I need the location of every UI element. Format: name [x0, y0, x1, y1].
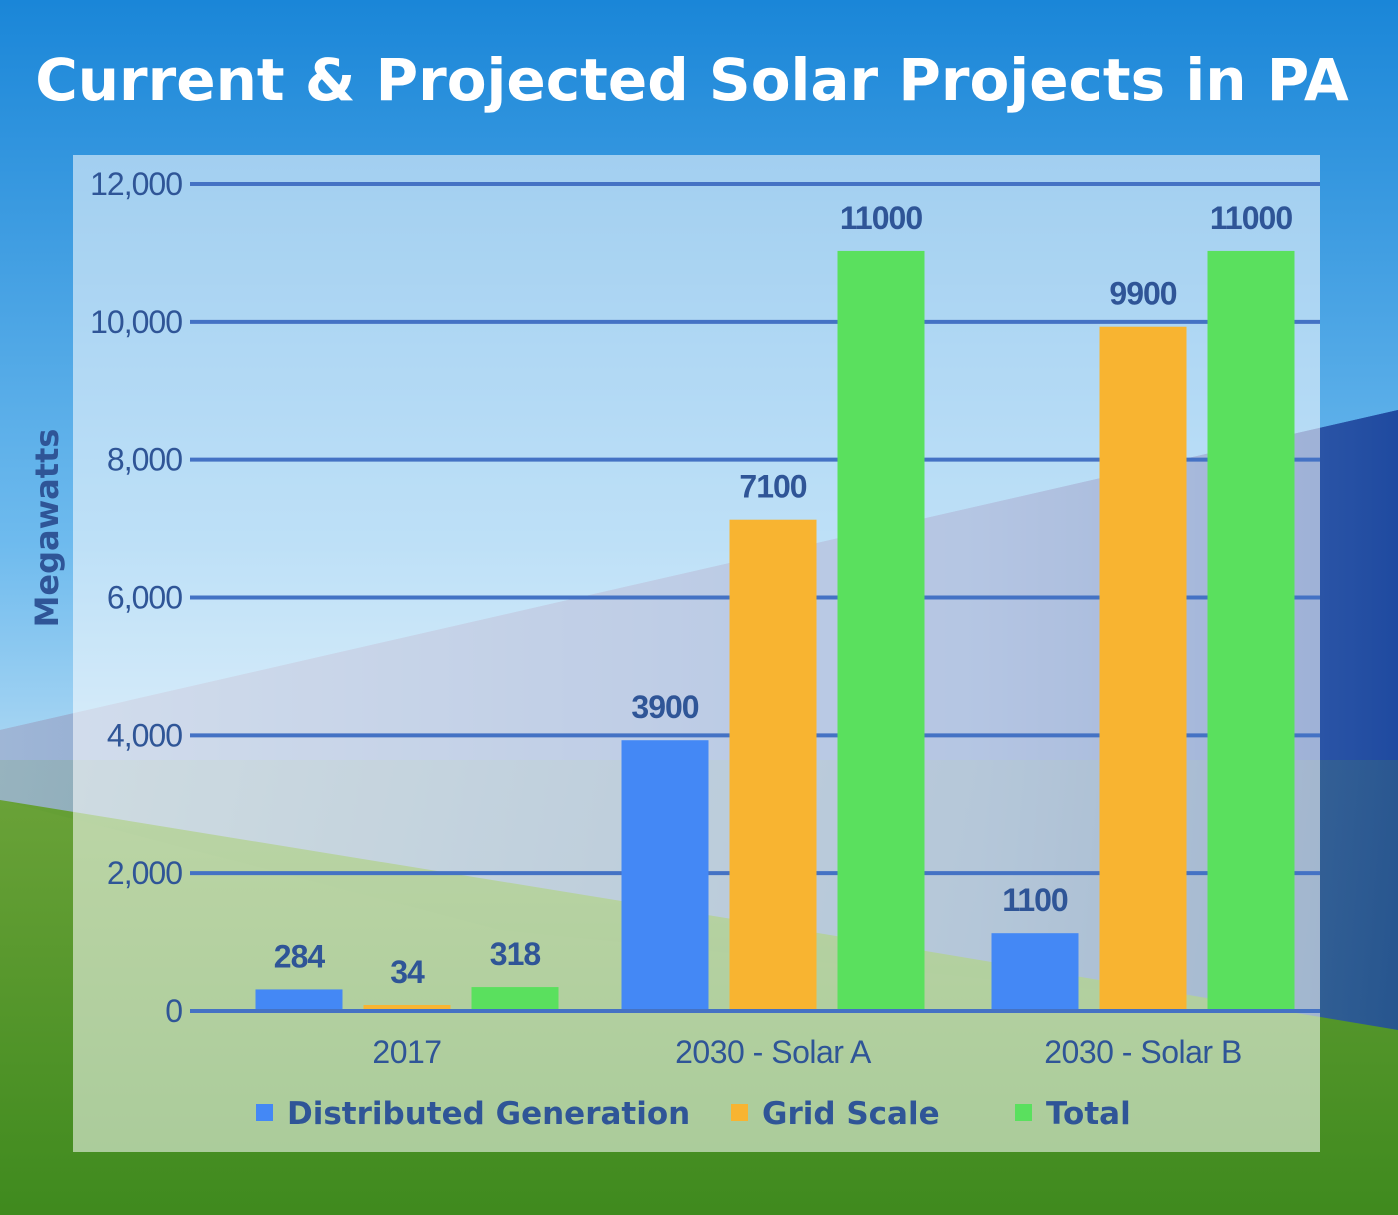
legend-label: Distributed Generation — [287, 1096, 690, 1132]
data-label: 9900 — [1109, 276, 1176, 312]
y-tick-label: 6,000 — [107, 580, 182, 616]
y-tick-label: 0 — [165, 993, 182, 1029]
legend-swatch — [1015, 1104, 1032, 1121]
bars — [255, 250, 1295, 1010]
bar — [991, 933, 1079, 1009]
data-labels: 284 34 318 3900 7100 11000 1100 9900 11000 — [274, 200, 1294, 990]
legend-label: Total — [1046, 1096, 1131, 1132]
bar — [363, 1005, 451, 1009]
legend-swatch — [731, 1104, 748, 1121]
bar — [471, 987, 559, 1009]
y-tick-labels: 0 2,000 4,000 6,000 8,000 10,000 12,000 — [90, 166, 183, 1029]
y-tick-label: 2,000 — [107, 855, 182, 891]
legend: Distributed Generation Grid Scale Total — [256, 1096, 1131, 1132]
y-tick-label: 4,000 — [107, 717, 182, 753]
y-axis-label: Megawatts — [28, 429, 66, 628]
legend-swatch — [256, 1104, 273, 1121]
bar — [255, 989, 343, 1009]
bar — [837, 250, 925, 1009]
bar — [729, 519, 817, 1009]
bar — [1099, 326, 1187, 1010]
bar — [1207, 250, 1295, 1009]
data-label: 11000 — [840, 200, 922, 236]
y-tick-label: 8,000 — [107, 442, 182, 478]
chart-title: Current & Projected Solar Projects in PA — [35, 46, 1349, 114]
data-label: 11000 — [1210, 200, 1292, 236]
bar — [621, 740, 709, 1009]
category-label: 2017 — [372, 1034, 441, 1070]
data-label: 1100 — [1002, 882, 1068, 918]
category-labels: 2017 2030 - Solar A 2030 - Solar B — [372, 1034, 1242, 1070]
data-label: 7100 — [739, 469, 806, 505]
category-label: 2030 - Solar A — [675, 1034, 872, 1070]
y-tick-label: 12,000 — [90, 166, 182, 202]
category-label: 2030 - Solar B — [1044, 1034, 1242, 1070]
data-label: 3900 — [631, 689, 698, 725]
y-tick-label: 10,000 — [90, 304, 182, 340]
legend-label: Grid Scale — [762, 1096, 940, 1132]
data-label: 34 — [390, 954, 425, 990]
data-label: 284 — [274, 938, 326, 974]
data-label: 318 — [490, 936, 541, 972]
